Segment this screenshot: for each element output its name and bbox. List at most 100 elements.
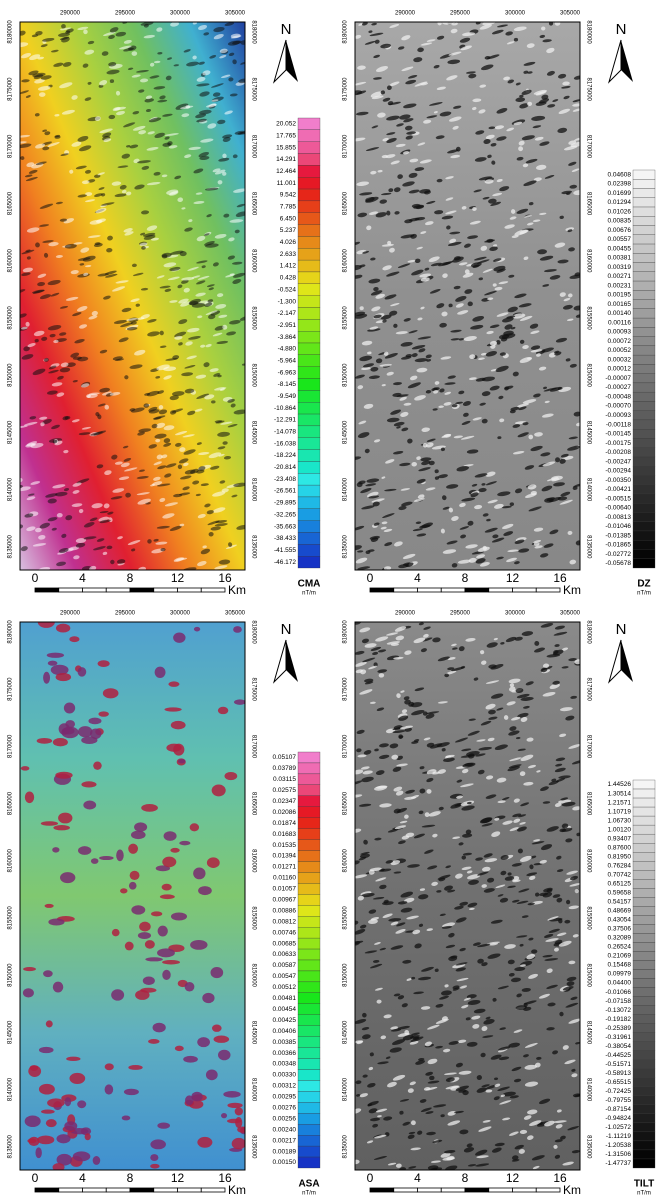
legend-label: 9.542 [280,192,297,199]
scale-unit: Km [228,583,246,597]
legend-swatch [298,785,320,796]
y-tick-label: 8170000 [585,135,591,159]
legend-swatch [298,414,320,426]
legend-swatch [633,420,655,429]
legend-swatch [633,843,655,852]
anomaly [56,1134,70,1143]
legend-label: -0.00175 [605,440,631,447]
anomaly [73,1151,91,1161]
y-tick-label: 8140000 [250,1078,256,1102]
legend-label: 0.00012 [608,366,632,373]
anomaly [202,993,214,1003]
anomaly [78,667,87,676]
legend-swatch [633,235,655,244]
legend-swatch [633,960,655,969]
y-tick-label: 8135000 [8,1134,14,1158]
legend-label: 0.09979 [608,971,632,978]
legend-label: -0.00027 [605,384,631,391]
legend-swatch [298,142,320,154]
legend-label: 0.15468 [608,962,632,969]
legend-swatch [298,982,320,993]
anomaly [157,948,175,957]
scale-segment [370,588,394,592]
legend-swatch [298,473,320,485]
legend-label: -0.00515 [605,495,631,502]
anomaly [69,636,79,642]
legend-label: 0.01874 [273,820,297,827]
y-tick-label: 8145000 [585,421,591,445]
legend-swatch [633,207,655,216]
legend-swatch [633,226,655,235]
anomaly [190,823,199,831]
legend-swatch [633,281,655,290]
legend-label: 0.03789 [273,765,297,772]
x-tick-label: 290000 [395,11,416,17]
anomaly [25,791,34,803]
legend-swatch [298,916,320,927]
legend-label: -9.549 [278,393,297,400]
anomaly [198,886,212,895]
legend-swatch [298,971,320,982]
anomaly [207,857,220,868]
anomaly [78,846,91,855]
legend-swatch [633,997,655,1006]
y-tick-label: 8170000 [250,135,256,159]
scale-segment [59,588,83,592]
legend-swatch [633,337,655,346]
legend-label: -26.561 [274,488,296,495]
legend-swatch [298,905,320,916]
x-tick-label: 290000 [395,611,416,617]
scale-unit: Km [228,1183,246,1197]
legend-label: 0.02398 [608,181,632,188]
scale-segment [83,588,107,592]
anomaly [64,703,75,714]
scale-label: 12 [506,1171,520,1185]
y-tick-label: 8140000 [585,1078,591,1102]
legend-swatch [298,154,320,166]
anomaly [131,831,146,840]
y-tick-label: 8155000 [585,906,591,930]
anomaly [53,982,63,993]
legend-label: -1.20538 [605,1142,631,1149]
y-tick-label: 8155000 [343,306,349,330]
anomaly [55,772,72,779]
legend-label: 0.00886 [273,907,297,914]
y-tick-label: 8145000 [585,1021,591,1045]
anomaly [130,871,140,880]
legend-label: -38.433 [274,535,296,542]
y-tick-label: 8145000 [8,420,14,444]
anomaly [81,781,96,787]
anomaly [41,821,58,826]
legend-label: -0.58913 [605,1070,631,1077]
scale-unit: Km [563,1183,581,1197]
scale-segment [465,1188,489,1192]
anomaly [128,844,138,854]
legend-swatch [633,346,655,355]
legend-swatch [298,296,320,308]
legend-label: 0.00150 [273,1159,297,1166]
legend-label: 0.02086 [273,809,297,816]
legend-swatch [633,457,655,466]
legend-label: -0.00145 [605,431,631,438]
x-tick-label: 295000 [115,611,136,617]
legend-label: -46.172 [274,559,296,566]
anomaly [56,624,70,633]
legend-swatch [298,272,320,284]
legend-label: -23.408 [274,476,296,483]
legend-swatch [298,367,320,379]
legend-swatch [633,780,655,789]
map-panel: 2900002950003000003050008180000818000081… [335,0,670,600]
anomaly [193,868,205,880]
legend-swatch [633,1114,655,1123]
legend-swatch [633,1132,655,1141]
legend-label: -0.01385 [605,532,631,539]
scale-segment [489,588,513,592]
legend-label: -3.864 [278,334,297,341]
legend-label: -1.02572 [605,1124,631,1131]
legend-swatch [298,532,320,544]
legend-swatch [298,872,320,883]
anomaly [227,1119,241,1124]
legend-swatch [298,236,320,248]
anomaly [214,1035,230,1042]
legend-label: -0.524 [278,286,297,293]
